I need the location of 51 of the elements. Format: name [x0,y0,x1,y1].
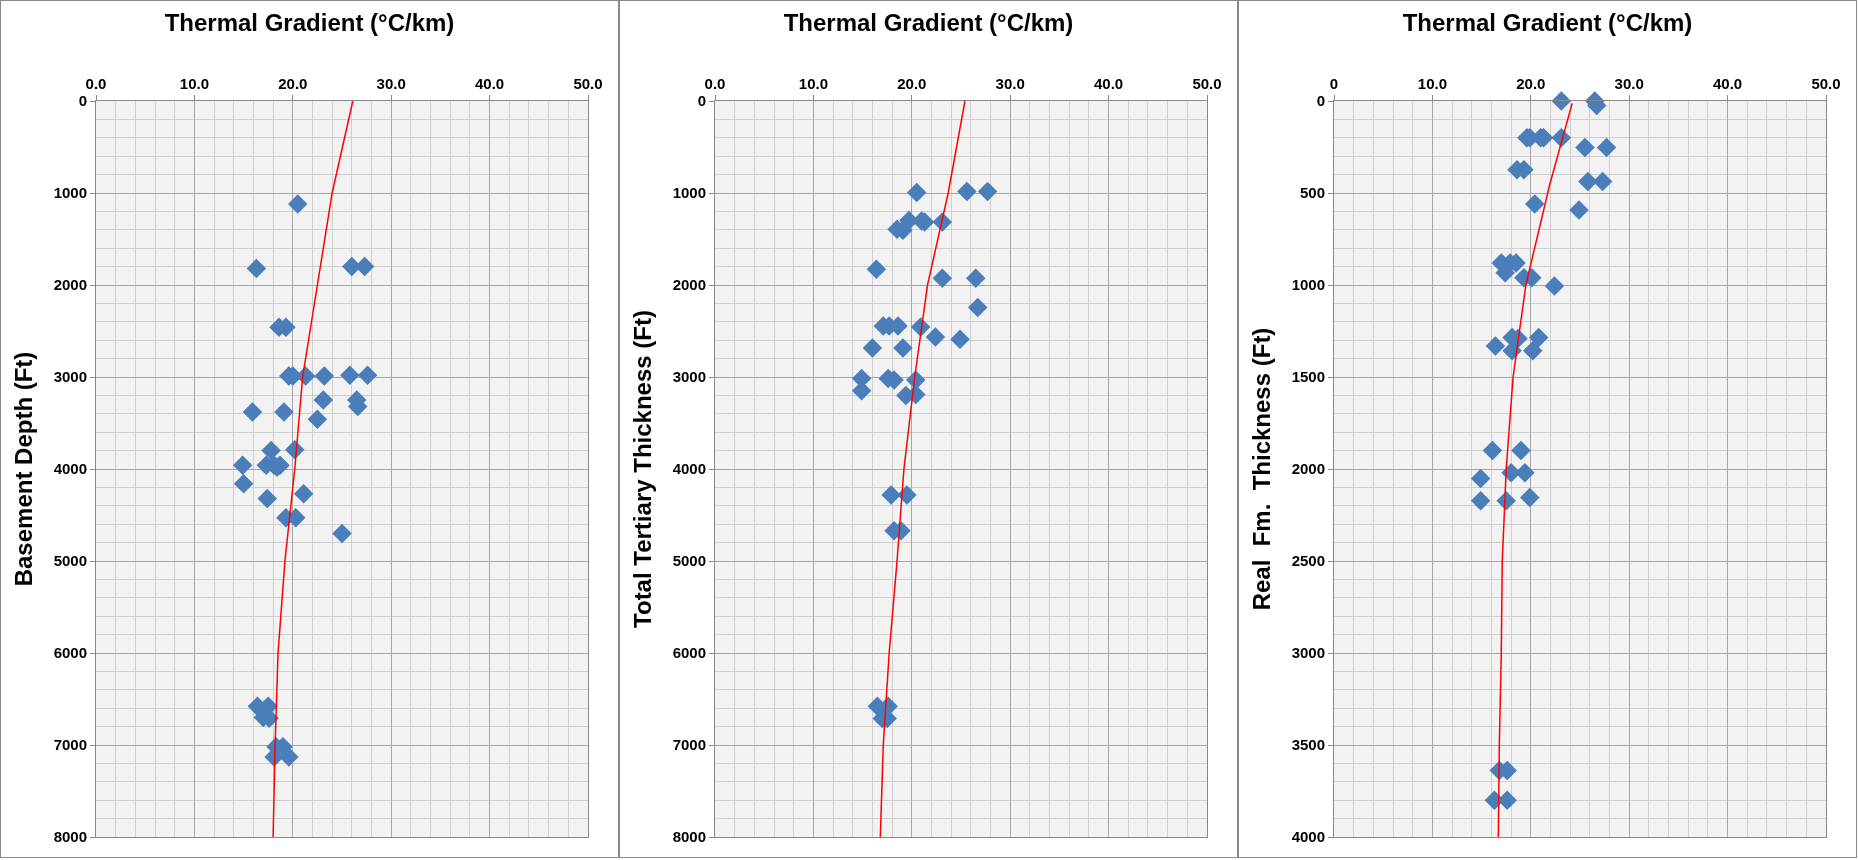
x-tick-label: 0.0 [704,75,726,92]
y-tick-label: 0 [697,92,706,110]
x-tick-label: 50.0 [1811,75,1841,92]
y-axis-title: Basement Depth (Ft) [9,351,37,587]
y-tick-label: 0 [78,92,87,110]
chart-title: Thermal Gradient (°C/km) [783,8,1074,36]
y-tick-label: 4000 [672,460,706,478]
y-tick-label: 5000 [672,552,706,570]
y-tick-label: 3000 [1291,644,1325,662]
y-tick-label: 6000 [53,644,87,662]
y-axis-title: Total Tertiary Thickness (Ft) [628,310,656,628]
y-tick-label: 3500 [1291,736,1325,754]
y-tick-label: 1000 [53,184,87,202]
y-tick-label: 1500 [1291,368,1325,386]
y-tick-label: 2000 [672,276,706,294]
x-tick-label: 50.0 [1192,75,1222,92]
y-tick-label: 2000 [1291,460,1325,478]
y-tick-label: 4000 [1291,828,1325,846]
y-tick-label: 500 [1299,184,1325,202]
y-tick-label: 5000 [53,552,87,570]
x-tick-label: 30.0 [376,75,406,92]
y-tick-label: 1000 [1291,276,1325,294]
x-tick-label: 40.0 [1713,75,1743,92]
chart-title: Thermal Gradient (°C/km) [1402,8,1693,36]
y-tick-label: 7000 [53,736,87,754]
x-tick-label: 10.0 [1417,75,1447,92]
x-tick-label: 20.0 [897,75,927,92]
x-tick-label: 20.0 [278,75,308,92]
x-tick-label: 30.0 [995,75,1025,92]
y-tick-label: 2500 [1291,552,1325,570]
x-tick-label: 10.0 [798,75,828,92]
x-tick-label: 0 [1329,75,1339,92]
x-tick-label: 40.0 [1094,75,1124,92]
y-tick-label: 3000 [53,368,87,386]
y-tick-label: 3000 [672,368,706,386]
x-tick-label: 20.0 [1516,75,1546,92]
x-tick-label: 0.0 [85,75,107,92]
y-tick-label: 7000 [672,736,706,754]
x-tick-label: 10.0 [179,75,209,92]
y-tick-label: 1000 [672,184,706,202]
chart-title: Thermal Gradient (°C/km) [164,8,455,36]
y-axis-title: Real Fm. Thickness (Ft) [1247,327,1275,611]
x-tick-label: 40.0 [475,75,505,92]
x-tick-label: 50.0 [573,75,603,92]
y-tick-label: 4000 [53,460,87,478]
y-tick-label: 0 [1316,92,1325,110]
y-tick-label: 2000 [53,276,87,294]
x-tick-label: 30.0 [1614,75,1644,92]
y-tick-label: 6000 [672,644,706,662]
y-tick-label: 8000 [672,828,706,846]
y-tick-label: 8000 [53,828,87,846]
